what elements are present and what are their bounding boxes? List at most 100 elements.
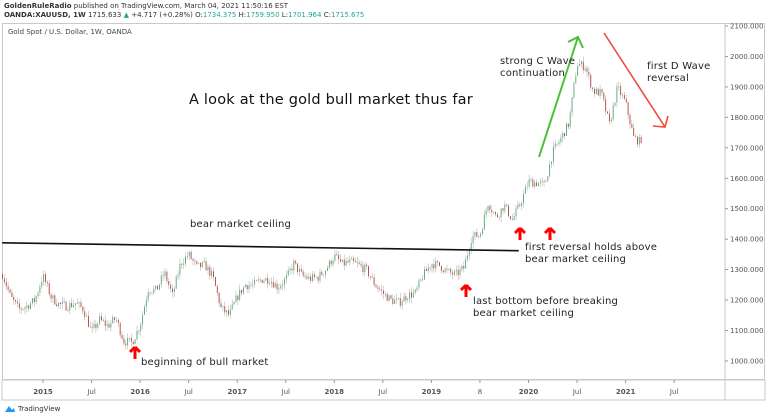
candle-up [618, 86, 620, 87]
candle-up [332, 260, 334, 265]
publisher-name[interactable]: GoldenRuleRadio [4, 2, 72, 10]
candle-down [442, 270, 444, 273]
candle-down [117, 319, 119, 323]
candle-up [521, 203, 523, 206]
candle-down [157, 285, 158, 290]
candle-down [425, 269, 427, 272]
candle-down [162, 275, 164, 277]
candle-down [476, 232, 478, 237]
candle-down [457, 269, 459, 276]
candle-down [496, 214, 498, 218]
candle-down [582, 61, 584, 70]
candle-down [588, 71, 590, 75]
open-label: O: [195, 11, 203, 19]
time-tick-label: Jul [86, 388, 96, 396]
candle-up [22, 309, 24, 310]
candle-up [37, 292, 39, 297]
candle-up [562, 133, 564, 138]
d-wave-line1: first D Wave [647, 61, 711, 72]
candle-down [625, 98, 627, 103]
candle-down [607, 111, 608, 114]
candle-down [56, 304, 58, 307]
candle-up [97, 323, 99, 328]
candle-down [379, 288, 381, 290]
candle-down [172, 288, 173, 292]
candle-down [102, 320, 104, 321]
candle-down [3, 278, 5, 283]
candle-up [517, 204, 519, 209]
symbol: OANDA:XAUUSD, 1W [4, 11, 86, 19]
price-tick-label: 1800.000 [730, 114, 763, 122]
candle-down [605, 99, 607, 112]
candle-down [84, 311, 86, 317]
candle-up [427, 267, 429, 272]
candle-up [274, 283, 276, 288]
candle-up [610, 119, 612, 122]
tradingview-logo[interactable]: TradingView [4, 405, 60, 413]
candle-up [185, 256, 186, 264]
candle-down [220, 303, 222, 308]
candle-down [18, 303, 20, 309]
candle-up [474, 232, 476, 236]
candle-down [228, 310, 229, 315]
candle-down [5, 282, 7, 287]
candle-down [306, 276, 308, 279]
price-tick-label: 1700.000 [730, 144, 763, 152]
red-up-arrow-icon [543, 226, 557, 240]
candle-down [7, 286, 9, 290]
candle-up [177, 274, 179, 277]
candle-up [99, 316, 101, 324]
series-legend: Gold Spot / U.S. Dollar, 1W, OANDA [8, 28, 132, 36]
candle-down [209, 266, 211, 276]
candle-up [254, 280, 256, 285]
candle-down [340, 259, 341, 262]
symbol-info: OANDA:XAUUSD, 1W 1715.633 ▲ +4.717 (+0.2… [4, 11, 364, 19]
time-tick-label: Jul [572, 388, 582, 396]
candle-up [461, 266, 463, 270]
candle-up [349, 259, 351, 263]
candle-down [360, 263, 362, 266]
candle-down [390, 295, 392, 299]
time-tick-label: 2015 [33, 388, 53, 396]
time-tick-label: 2016 [130, 388, 150, 396]
price-tick-label: 1500.000 [730, 205, 763, 213]
d-wave-line2: reversal [647, 73, 689, 84]
candle-down [338, 255, 340, 260]
candle-up [584, 68, 586, 70]
publish-info: GoldenRuleRadio published on TradingView… [4, 2, 288, 10]
candle-down [87, 316, 89, 327]
candle-up [78, 302, 80, 304]
candle-down [166, 271, 168, 282]
candle-up [401, 301, 403, 306]
candle-up [293, 260, 295, 271]
candle-up [478, 236, 480, 237]
candle-down [295, 260, 297, 264]
candle-down [190, 251, 192, 259]
candle-down [635, 135, 637, 137]
candle-up [424, 269, 426, 280]
candle-up [616, 86, 618, 103]
candle-down [450, 269, 452, 273]
candle-down [629, 114, 631, 125]
close-value: 1715.675 [330, 11, 365, 19]
candle-up [483, 214, 485, 230]
price-tick-label: 2000.000 [730, 53, 763, 61]
candle-up [569, 112, 571, 127]
candle-up [595, 88, 597, 94]
candle-down [330, 260, 332, 265]
candle-up [231, 304, 233, 310]
candle-up [58, 302, 60, 307]
price-tick-label: 1200.000 [730, 297, 763, 305]
candle-up [351, 258, 353, 260]
candle-up [175, 276, 177, 289]
candle-down [353, 258, 355, 262]
candle-up [147, 292, 149, 301]
candle-up [549, 164, 551, 177]
candle-up [558, 141, 560, 144]
ceiling-label: bear market ceiling [190, 219, 292, 230]
candle-up [580, 61, 582, 65]
red-wave-arrow-icon [603, 32, 669, 128]
candle-up [145, 300, 147, 307]
candle-up [420, 279, 422, 281]
